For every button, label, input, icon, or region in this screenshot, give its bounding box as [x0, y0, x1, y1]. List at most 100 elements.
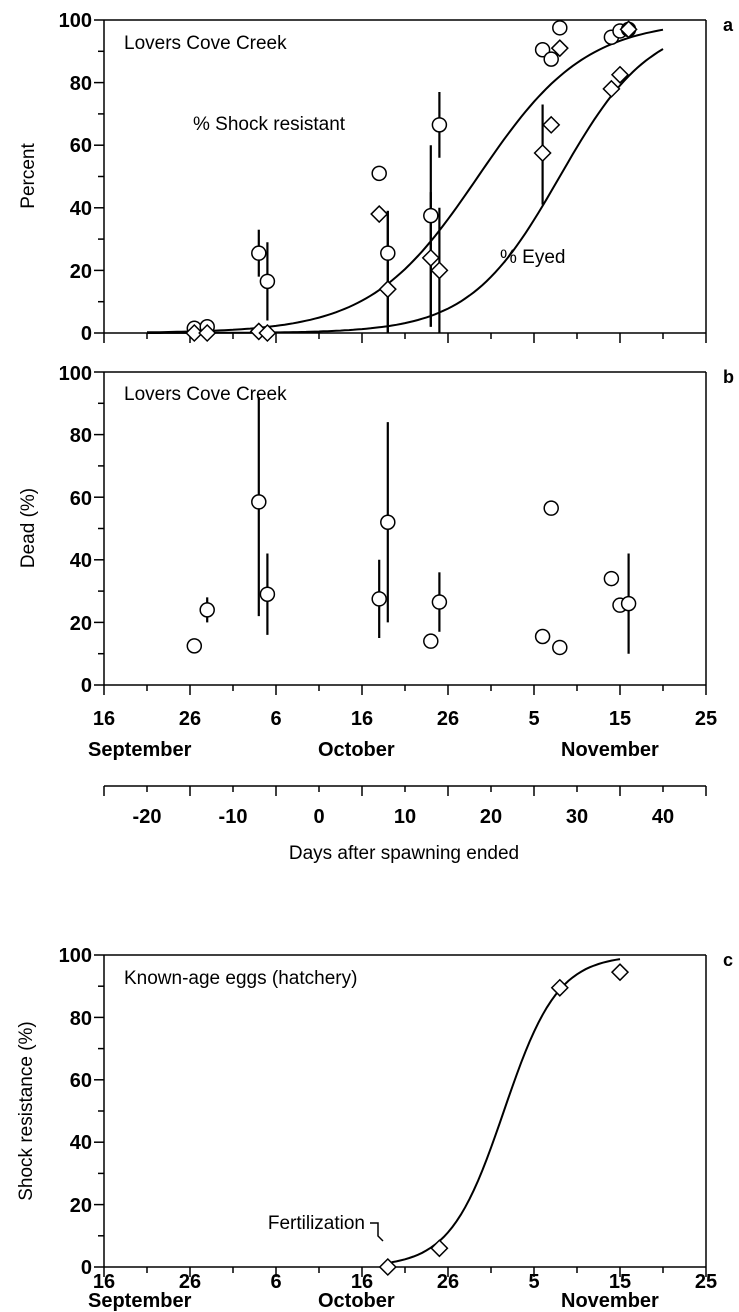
eyed-point: [610, 65, 630, 84]
panel-b-xtick-nov15: 15: [609, 708, 631, 730]
panel-c-ytick-20: 20: [70, 1195, 92, 1217]
dead-point: [534, 628, 551, 645]
dead-point: [543, 500, 559, 516]
panel-c-y-tick-labels: 0 20 40 60 80 100: [59, 945, 92, 1279]
panel-a-y-ticks: [94, 19, 104, 334]
panel-b-x-ticks: [103, 685, 707, 695]
panel-c-ytick-0: 0: [81, 1257, 92, 1279]
eyed-point: [619, 20, 638, 39]
panel-c-points: [378, 963, 630, 1277]
shock-resistant-fit-curve: [147, 28, 664, 334]
panel-c-xtick-sep16: 16: [93, 1271, 115, 1293]
panel-a-ytick-0: 0: [81, 323, 92, 345]
panel-c-curve: [387, 958, 621, 1268]
panel-b-month-labels: September October November: [88, 739, 659, 761]
panel-b-points: [186, 397, 637, 656]
panel-b-ytick-0: 0: [81, 675, 92, 697]
panel-c-x-tick-labels: 16 26 6 16 26 5 15 25: [93, 1271, 717, 1293]
shock-resistant-point: [380, 245, 396, 261]
eyed-point: [550, 39, 569, 58]
eyed-point: [533, 143, 552, 163]
eyed-point: [378, 280, 397, 299]
panel-c-y-ticks: [94, 954, 104, 1268]
days-axis-title: Days after spawning ended: [289, 843, 519, 864]
panel-a-x-ticks: [103, 333, 707, 343]
panel-a-y-tick-labels: 0 20 40 60 80 100: [59, 10, 92, 345]
panel-c-x-ticks: [103, 1267, 707, 1277]
panel-b-xtick-oct26: 26: [437, 708, 459, 730]
eyed-point: [258, 323, 277, 343]
shock-resistant-point: [371, 165, 387, 182]
month-label-october: October: [318, 739, 395, 761]
dead-point: [380, 514, 396, 530]
panel-a: 0 20 40 60 80 100 Percent Lovers Cove Cr…: [18, 10, 734, 345]
panel-b-y-axis-title: Dead (%): [18, 488, 39, 568]
panel-c-month-october: October: [318, 1290, 395, 1312]
month-label-november: November: [561, 739, 659, 761]
panel-a-points: [185, 20, 638, 343]
panel-b-xtick-nov25: 25: [695, 708, 717, 730]
shock-resistant-point: [543, 51, 559, 67]
eyed-fit-curve: [147, 48, 664, 334]
panel-c-ytick-80: 80: [70, 1008, 92, 1030]
panel-a-y-axis-title: Percent: [18, 143, 39, 209]
panel-a-fit-curves: [147, 28, 664, 334]
eyed-point: [421, 248, 440, 267]
panel-c-ytick-100: 100: [59, 945, 92, 967]
panel-a-letter: a: [723, 15, 734, 35]
panel-b-x-tick-labels: 16 26 6 16 26 5 15 25: [93, 708, 717, 730]
panel-b-xtick-nov5: 5: [528, 708, 539, 730]
hatchery-point: [550, 978, 569, 997]
panel-b: 0 20 40 60 80 100 Dead (%) Lovers Cove C…: [18, 363, 734, 761]
dead-point: [431, 594, 448, 610]
panel-b-ytick-100: 100: [59, 363, 92, 385]
panel-b-title: Lovers Cove Creek: [124, 384, 287, 405]
days-tick-0: 0: [313, 806, 324, 828]
days-tick-m20: -20: [133, 806, 162, 828]
hatchery-point: [378, 1257, 397, 1277]
panel-b-y-ticks: [94, 371, 104, 686]
panel-a-title: Lovers Cove Creek: [124, 33, 287, 54]
dead-point: [371, 591, 387, 607]
series-label-eyed: % Eyed: [500, 247, 565, 268]
days-axis-ticks: [103, 786, 707, 796]
panel-c-xtick-oct16: 16: [351, 1271, 373, 1293]
panel-b-xtick-oct16: 16: [351, 708, 373, 730]
dead-point: [603, 570, 620, 587]
panel-a-ytick-20: 20: [70, 261, 92, 283]
dead-point: [186, 638, 203, 654]
panel-b-xtick-sep16: 16: [93, 708, 115, 730]
eyed-point: [185, 323, 204, 343]
eyed-point: [430, 261, 449, 280]
shock-resistant-point: [534, 41, 551, 58]
days-tick-10: 10: [394, 806, 416, 828]
panel-c-month-labels: September October November: [88, 1290, 659, 1312]
panel-c-title: Known-age eggs (hatchery): [124, 968, 357, 989]
hatchery-fit-curve: [387, 958, 621, 1268]
eyed-point: [602, 79, 621, 98]
panel-c-y-axis-title: Shock resistance (%): [16, 1021, 37, 1201]
panel-c-xtick-nov15: 15: [609, 1271, 631, 1293]
panel-c-xtick-sep26: 26: [179, 1271, 201, 1293]
month-label-september: September: [88, 739, 192, 761]
dead-point: [552, 639, 568, 656]
eyed-point: [370, 204, 389, 224]
days-axis: -20 -10 0 10 20 30 40 Days after spawnin…: [103, 785, 707, 864]
panel-a-ytick-40: 40: [70, 198, 92, 220]
panel-b-ytick-20: 20: [70, 613, 92, 635]
eyed-point: [542, 115, 561, 134]
panel-c-month-september: September: [88, 1290, 192, 1312]
panel-b-ytick-60: 60: [70, 488, 92, 510]
days-axis-tick-labels: -20 -10 0 10 20 30 40: [133, 806, 675, 828]
days-tick-20: 20: [480, 806, 502, 828]
eyed-point: [198, 323, 217, 343]
days-tick-40: 40: [652, 806, 674, 828]
dead-point: [199, 602, 215, 618]
panel-b-letter: b: [723, 367, 734, 387]
panel-b-y-tick-labels: 0 20 40 60 80 100: [59, 363, 92, 697]
panel-c-xtick-oct26: 26: [437, 1271, 459, 1293]
shock-resistant-point: [251, 245, 267, 261]
fertilization-leader: [370, 1222, 384, 1242]
fertilization-annotation: Fertilization: [268, 1213, 365, 1234]
